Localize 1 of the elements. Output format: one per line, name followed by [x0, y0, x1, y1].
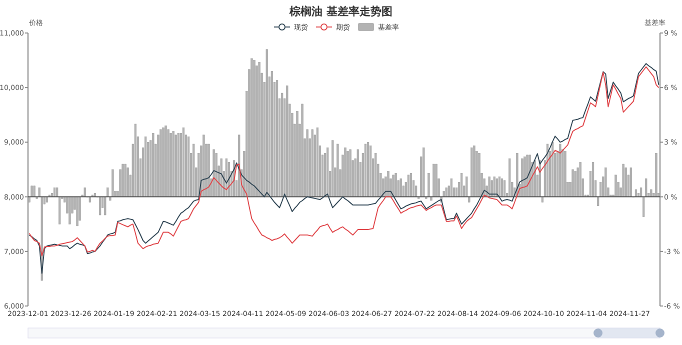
- chart-title: 棕榈油 基差率走势图: [288, 5, 392, 18]
